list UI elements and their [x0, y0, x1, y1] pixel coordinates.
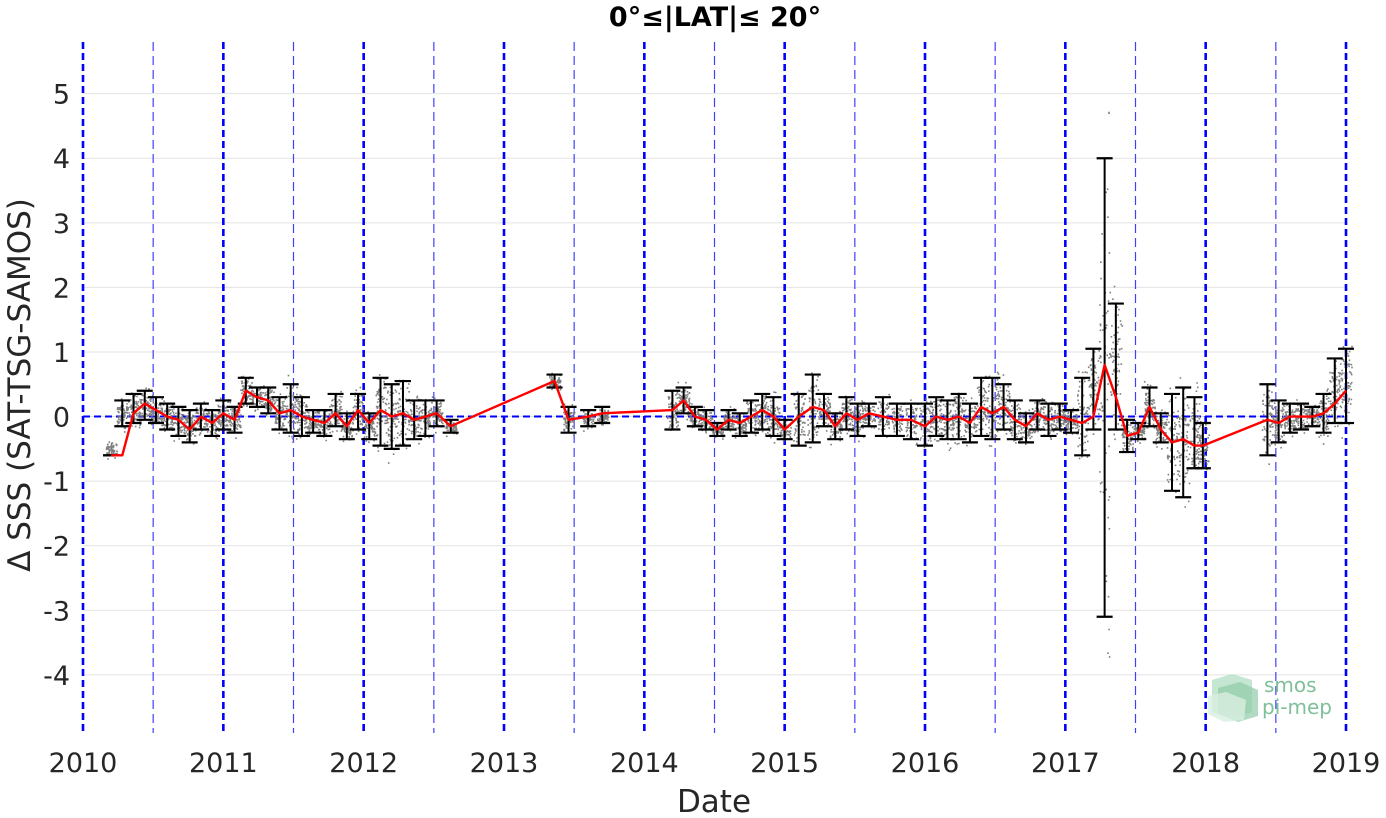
- error-bar: [215, 399, 232, 431]
- x-axis-label: Date: [677, 784, 751, 818]
- logo-text-line2: pi-mep: [1262, 695, 1332, 719]
- logo-mark-icon: [1208, 674, 1258, 722]
- error-bar: [984, 376, 1001, 441]
- y-tick-label: 3: [53, 209, 70, 240]
- mean-line: [111, 363, 1347, 457]
- error-bar: [136, 389, 153, 421]
- error-bar: [282, 383, 299, 434]
- error-bar: [594, 405, 611, 425]
- x-tick-label: 2014: [610, 748, 679, 779]
- x-tick-label: 2012: [329, 748, 398, 779]
- error-bar: [125, 392, 142, 425]
- error-bar: [860, 402, 877, 428]
- error-bar: [1270, 399, 1287, 444]
- x-tick-label: 2015: [750, 748, 819, 779]
- x-tick-label: 2018: [1171, 748, 1240, 779]
- error-bar: [1107, 302, 1124, 431]
- smos-pimep-logo: smos pi-mep: [1208, 673, 1332, 722]
- y-tick-label: -2: [43, 532, 70, 563]
- error-bars: [103, 157, 1354, 618]
- y-tick-label: -3: [43, 596, 70, 627]
- y-tick-label: 0: [53, 403, 70, 434]
- y-tick-label: 4: [53, 144, 70, 175]
- x-tick-label: 2011: [189, 748, 258, 779]
- logo-text-line1: smos: [1264, 673, 1317, 697]
- chart-title: 0°≤|LAT|≤ 20°: [609, 2, 821, 33]
- year-lines: [81, 42, 1348, 733]
- error-bar: [902, 402, 919, 441]
- x-tick-label: 2016: [891, 748, 960, 779]
- error-bar: [181, 409, 198, 444]
- error-bar: [731, 412, 748, 438]
- y-tick-label: 5: [53, 80, 70, 111]
- y-tick-labels: -4 -3 -2 -1 0 1 2 3 4 5: [43, 80, 70, 692]
- y-tick-label: 1: [53, 338, 70, 369]
- error-bar: [754, 392, 771, 431]
- error-bar: [114, 399, 131, 428]
- y-tick-label: -1: [43, 467, 70, 498]
- error-bar: [1175, 386, 1192, 499]
- error-bar: [327, 392, 344, 428]
- mean-line-group: [111, 363, 1347, 457]
- error-bar: [1338, 347, 1354, 425]
- y-axis-label: Δ SSS (SAT-TSG-SAMOS): [2, 198, 38, 572]
- error-bar: [790, 392, 807, 447]
- y-tick-label: -4: [43, 661, 70, 692]
- error-bar: [1074, 376, 1091, 457]
- error-bar: [580, 409, 597, 428]
- error-bar: [1062, 409, 1079, 434]
- plot-area: [81, 42, 1354, 733]
- error-bar: [1096, 157, 1113, 618]
- error-bar: [1018, 412, 1035, 444]
- error-bar: [804, 373, 821, 444]
- x-tick-label: 2017: [1031, 748, 1100, 779]
- y-tick-label: 2: [53, 273, 70, 304]
- x-tick-label: 2019: [1312, 748, 1381, 779]
- x-tick-labels: 2010 2011 2012 2013 2014 2015 2016 2017 2018 2019: [49, 748, 1381, 779]
- x-tick-label: 2010: [49, 748, 118, 779]
- x-tick-label: 2013: [470, 748, 539, 779]
- error-bar: [361, 412, 378, 441]
